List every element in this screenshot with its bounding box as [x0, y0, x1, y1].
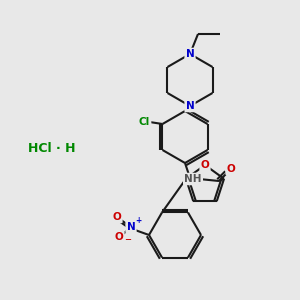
- Text: HCl · H: HCl · H: [28, 142, 76, 154]
- Text: Cl: Cl: [139, 117, 150, 127]
- Text: −: −: [124, 235, 131, 244]
- Text: O: O: [112, 212, 122, 222]
- Text: N: N: [186, 49, 194, 59]
- Text: O: O: [115, 232, 123, 242]
- Text: N: N: [127, 222, 135, 232]
- Text: N: N: [186, 101, 194, 111]
- Text: +: +: [135, 216, 141, 225]
- Text: O: O: [201, 160, 209, 170]
- Text: O: O: [226, 164, 236, 174]
- Text: NH: NH: [184, 174, 202, 184]
